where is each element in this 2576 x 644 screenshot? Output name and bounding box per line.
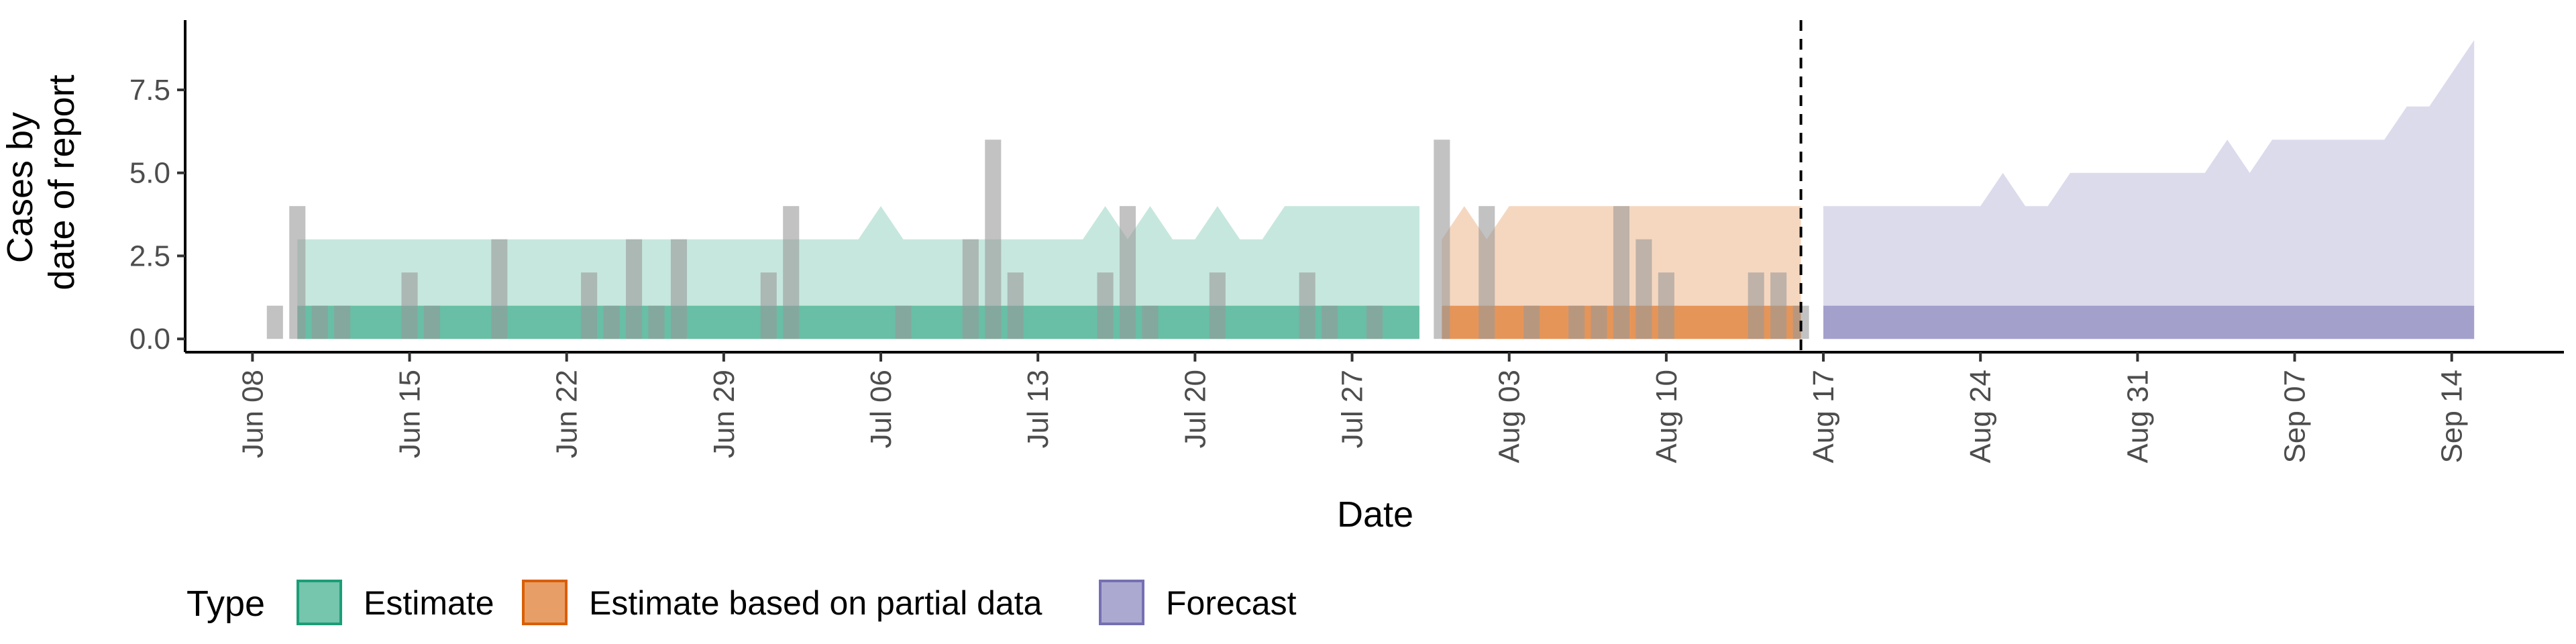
estimate-inner-band	[297, 305, 1419, 339]
legend-key-estimate	[297, 580, 342, 625]
observed-bar-2020-08-04	[1523, 305, 1540, 339]
observed-bar-2020-08-09	[1635, 239, 1652, 339]
x-ticks: Jun 08 Jun 15 Jun 22 Jun 29 Jul 06 Jul 13 Jul …	[236, 352, 2469, 463]
observed-bar-2020-07-16	[1097, 272, 1114, 339]
observed-bar-2020-08-02	[1479, 206, 1495, 339]
observed-bar-2020-06-26	[648, 305, 665, 339]
observed-bar-2020-07-12	[1007, 272, 1024, 339]
observed-bar-2020-06-15	[401, 272, 418, 339]
x-tick-label: Jun 22	[551, 370, 584, 458]
x-tick-label: Jun 29	[708, 370, 741, 458]
x-tick-label: Aug 10	[1650, 370, 1683, 463]
observed-bar-2020-06-11	[311, 305, 328, 339]
legend-key-forecast	[1099, 580, 1144, 625]
x-tick-label: Aug 03	[1493, 370, 1526, 463]
observed-case-bars	[266, 140, 1809, 339]
observed-bar-2020-08-07	[1591, 305, 1607, 339]
x-tick-label: Aug 31	[2121, 370, 2154, 463]
observed-bar-2020-06-16	[423, 305, 441, 339]
x-tick-label: Sep 07	[2279, 370, 2312, 463]
y-tick-label: 2.5	[129, 239, 170, 272]
observed-bar-2020-08-10	[1658, 272, 1674, 339]
y-ticks: 0.0 2.5 5.0 7.5	[129, 74, 185, 356]
legend: Type Estimate Estimate based on partial …	[186, 580, 1297, 625]
observed-bar-2020-07-02	[783, 206, 800, 339]
observed-bar-2020-08-15	[1770, 272, 1787, 339]
observed-bar-2020-07-28	[1366, 305, 1383, 339]
axes	[184, 20, 2564, 354]
x-tick-label: Jul 13	[1022, 370, 1055, 448]
y-axis-title-line-1: Cases by	[0, 112, 40, 263]
observed-bar-2020-07-07	[895, 305, 912, 339]
x-tick-label: Jul 27	[1336, 370, 1369, 448]
x-tick-label: Sep 14	[2436, 370, 2469, 463]
observed-bar-2020-06-27	[670, 239, 688, 339]
observed-bar-2020-07-21	[1209, 272, 1226, 339]
observed-bar-2020-06-09	[266, 305, 283, 339]
observed-bar-2020-07-11	[985, 140, 1002, 339]
observed-bar-2020-08-06	[1568, 305, 1585, 339]
forecast-outer-band	[1823, 40, 2475, 339]
legend-title: Type	[186, 584, 265, 624]
x-tick-label: Aug 17	[1807, 370, 1840, 463]
estimate-bands	[297, 40, 2475, 339]
x-tick-label: Jun 15	[394, 370, 427, 458]
y-tick-label: 5.0	[129, 157, 170, 190]
observed-bar-2020-07-31	[1434, 140, 1450, 339]
observed-bar-2020-07-17	[1119, 206, 1136, 339]
observed-bar-2020-06-24	[603, 305, 620, 339]
x-tick-label: Jul 06	[865, 370, 898, 448]
y-axis-title: Cases by date of report	[0, 74, 82, 290]
forecast-inner-band	[1823, 305, 2475, 339]
x-tick-label: Aug 24	[1964, 370, 1997, 463]
observed-bar-2020-07-10	[962, 239, 979, 339]
observed-bar-2020-08-08	[1613, 206, 1630, 339]
observed-bar-2020-06-10	[289, 206, 306, 339]
y-tick-label: 0.0	[129, 323, 170, 356]
x-tick-label: Jun 08	[236, 370, 269, 458]
x-axis-title: Date	[1337, 494, 1413, 535]
y-axis-title-line-2: date of report	[42, 74, 82, 290]
legend-label-partial-estimate: Estimate based on partial data	[589, 584, 1042, 622]
legend-label-forecast: Forecast	[1166, 584, 1297, 622]
y-tick-label: 7.5	[129, 74, 170, 107]
x-tick-label: Jul 20	[1179, 370, 1212, 448]
observed-bar-2020-08-14	[1748, 272, 1764, 339]
observed-bar-2020-06-12	[334, 305, 351, 339]
observed-bar-2020-07-26	[1322, 305, 1338, 339]
observed-bar-2020-07-01	[760, 272, 777, 339]
legend-key-partial-estimate	[522, 580, 568, 625]
observed-bar-2020-07-25	[1299, 272, 1316, 339]
observed-bar-2020-06-25	[626, 239, 643, 339]
observed-bar-2020-07-18	[1142, 305, 1159, 339]
observed-bar-2020-06-23	[581, 272, 598, 339]
legend-label-estimate: Estimate	[364, 584, 494, 622]
observed-bar-2020-06-19	[491, 239, 508, 339]
